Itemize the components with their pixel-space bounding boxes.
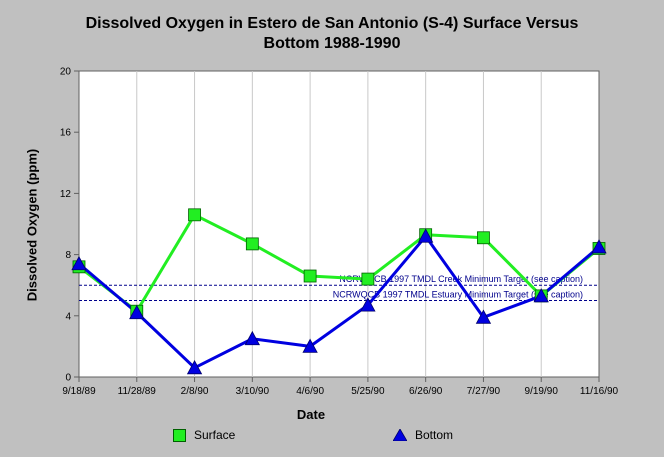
y-tick-label: 16 [60,128,72,139]
legend-item-surface: Surface [173,428,235,442]
data-point-surface [361,272,375,286]
legend-label-surface: Surface [194,428,236,442]
data-point-bottom [475,309,492,324]
data-point-surface [477,231,490,245]
x-tick-label: 9/18/89 [62,386,96,397]
series-line-surface [78,213,600,313]
x-tick-label: 3/10/90 [236,386,270,397]
legend-triangle-icon [393,429,407,441]
x-tick-label: 5/25/90 [351,386,385,397]
data-point-bottom [129,304,145,320]
series-line-bottom [78,234,600,370]
legend-label-bottom: Bottom [415,428,454,442]
x-tick-label: 6/26/90 [409,386,443,397]
data-point-surface [188,208,201,222]
x-tick-label: 7/27/90 [467,386,501,397]
data-point-bottom [186,359,203,375]
data-point-bottom [533,288,549,303]
x-tick-label: 4/6/90 [296,386,324,397]
data-point-bottom [302,338,318,353]
x-tick-label: 9/19/90 [525,386,559,397]
data-point-bottom [360,297,376,312]
x-tick-label: 11/28/89 [118,386,157,397]
data-point-bottom [591,239,607,254]
data-point-bottom [71,255,87,271]
y-tick-label: 20 [60,67,72,78]
reference-line-label: NCRWQCB 1997 TMDL Estuary Minimum Target… [333,290,583,300]
y-tick-label: 12 [60,189,72,200]
legend-item-bottom: Bottom [393,428,453,442]
legend-square-icon [173,428,186,442]
reference-line-label: NCRWQCB 1997 TMDL Creek Minimum Target (… [339,274,583,284]
y-tick-label: 8 [65,250,71,261]
x-tick-label: 11/16/90 [580,386,619,397]
x-axis-title: Date [296,407,326,422]
x-tick-label: 2/8/90 [181,386,209,397]
data-point-bottom [417,228,434,243]
chart-title: Dissolved Oxygen in Estero de San Antoni… [85,15,579,52]
y-tick-label: 4 [65,311,71,322]
data-point-surface [245,237,259,251]
data-point-bottom [244,330,261,346]
y-tick-label: 0 [65,373,71,384]
y-axis-title: Dissolved Oxygen (ppm) [24,148,40,302]
data-point-surface [303,269,317,283]
